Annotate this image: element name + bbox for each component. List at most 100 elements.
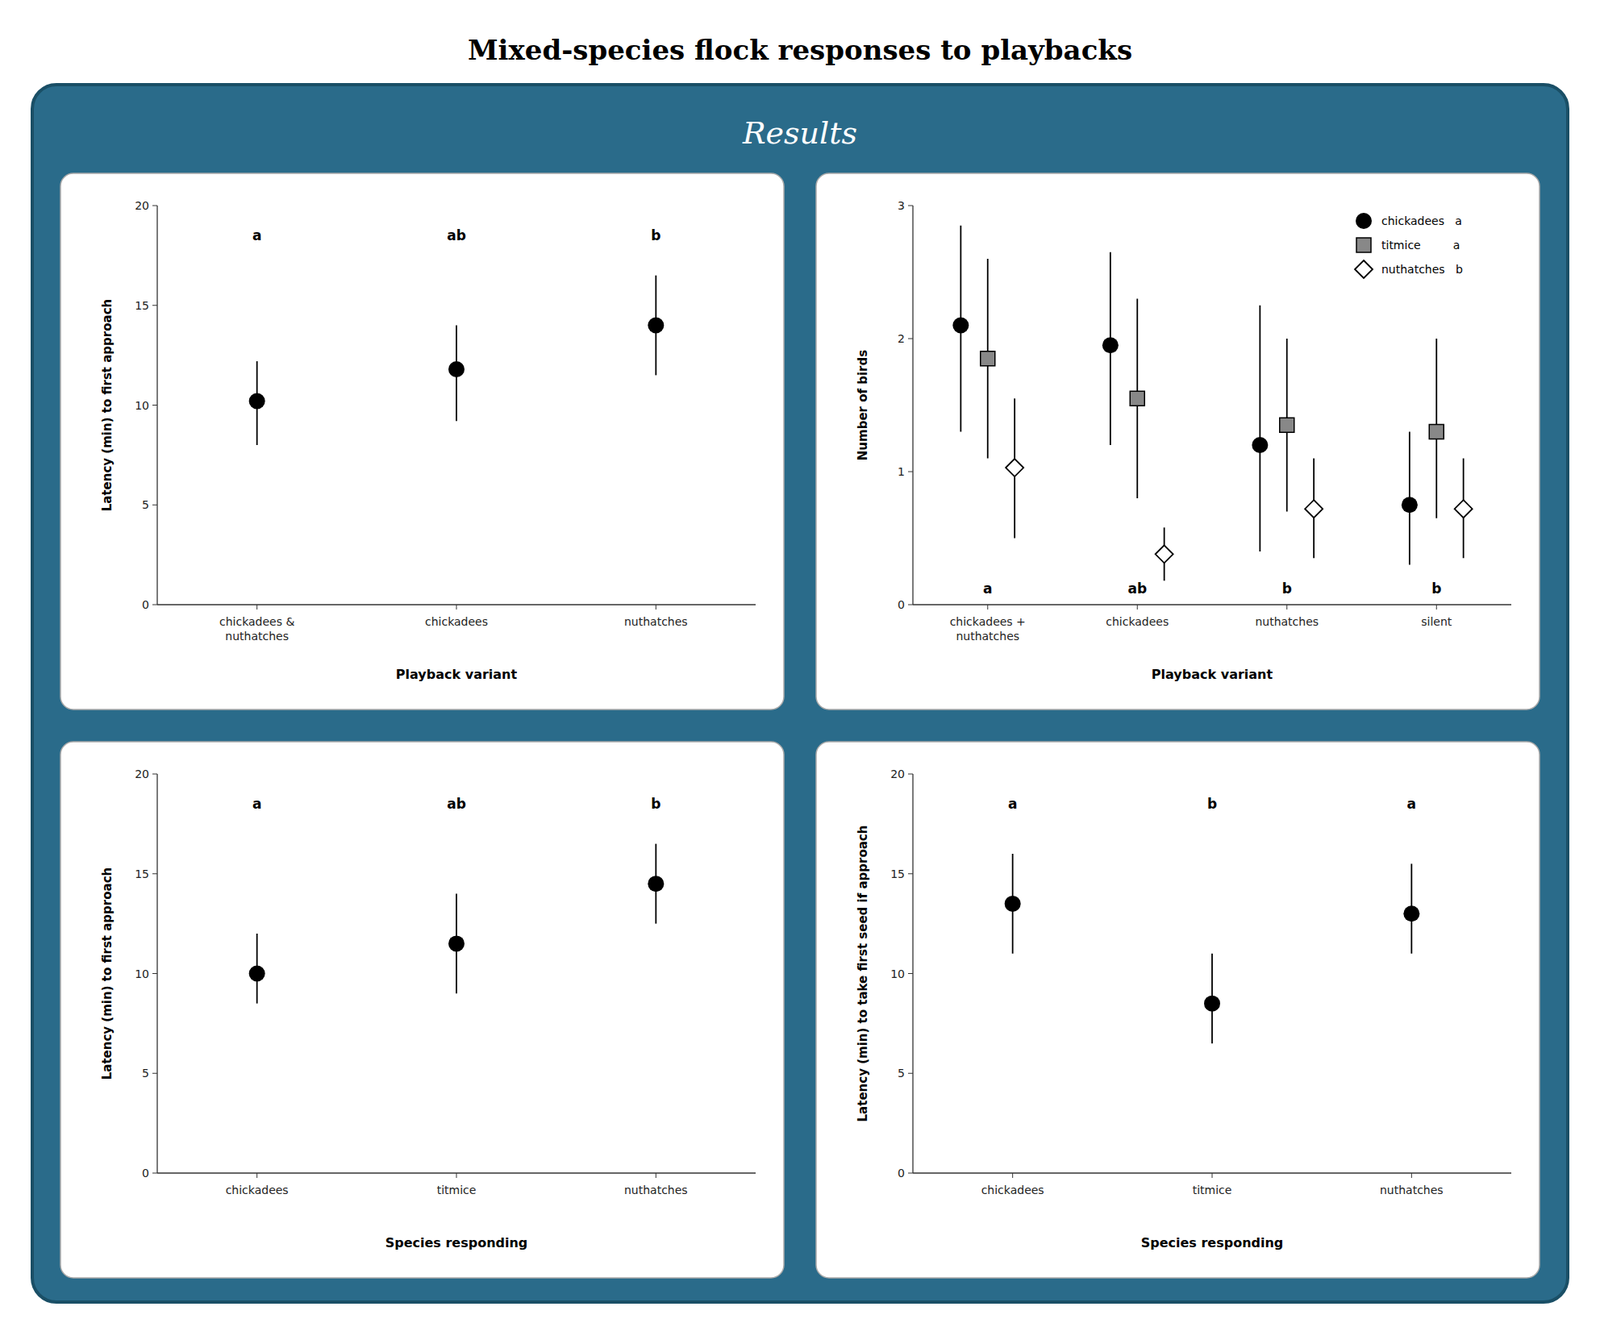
point	[249, 393, 266, 410]
point	[647, 317, 664, 334]
legend-swatch	[1356, 237, 1371, 253]
legend-label: titmice a	[1381, 238, 1460, 252]
y-tick-label: 0	[897, 1166, 905, 1180]
x-tick-label: nuthatches	[1379, 1183, 1444, 1197]
y-tick-label: 2	[897, 332, 905, 346]
y-tick-label: 20	[134, 199, 150, 213]
point	[1429, 425, 1444, 440]
point	[1005, 458, 1024, 477]
point	[647, 875, 664, 892]
y-tick-label: 20	[134, 767, 150, 781]
annotation: ab	[1127, 580, 1147, 597]
point	[249, 966, 266, 983]
x-tick	[1137, 604, 1138, 610]
x-tick-label: titmice	[437, 1183, 477, 1197]
legend-swatch	[1355, 212, 1372, 230]
y-tick	[152, 205, 158, 207]
y-tick	[152, 404, 158, 406]
y-tick-label: 0	[141, 598, 150, 612]
annotation: ab	[446, 227, 467, 244]
panel: 0 5 10 15 20 chickadees titmice nuthatches Speci…	[60, 741, 784, 1279]
point	[448, 935, 465, 952]
x-tick-label: titmice	[1192, 1183, 1233, 1197]
y-tick	[908, 205, 913, 207]
y-tick	[152, 774, 158, 775]
point	[1304, 500, 1323, 518]
series	[1004, 854, 1421, 1044]
y-tick-label: 0	[897, 598, 905, 612]
series	[1005, 398, 1473, 581]
x-tick	[256, 604, 258, 610]
text-line: nuthatches	[624, 1183, 688, 1197]
y-tick	[152, 604, 158, 606]
y-tick-label: 3	[897, 199, 905, 213]
x-tick-label: chickadees	[981, 1183, 1045, 1197]
point	[1129, 391, 1145, 406]
point	[1251, 437, 1268, 454]
y-axis-label: Latency (min) to first approach	[100, 867, 115, 1081]
text-line: nuthatches	[624, 615, 688, 629]
y-tick	[152, 873, 158, 875]
title: Mixed-species flock responses to playbac…	[467, 33, 1133, 67]
y-tick	[908, 1173, 913, 1175]
legend: chickadees atitmice anuthatches b	[1354, 212, 1463, 279]
y-tick	[152, 504, 158, 506]
y-tick-label: 15	[134, 867, 150, 881]
y-tick	[152, 1173, 158, 1175]
x-tick	[1411, 1173, 1413, 1179]
y-tick-label: 5	[141, 1066, 150, 1080]
annotation: b	[1207, 795, 1217, 813]
x-tick-label: chickadees	[225, 1183, 289, 1197]
y-tick	[152, 304, 158, 306]
text-line: chickadees +	[950, 615, 1026, 629]
x-tick	[1012, 1173, 1013, 1179]
x-tick	[987, 604, 988, 610]
series	[952, 225, 1418, 566]
plot-area	[249, 275, 665, 446]
text-line: titmice	[1192, 1183, 1233, 1197]
x-tick	[1286, 604, 1288, 610]
text-line: nuthatches	[1254, 615, 1319, 629]
y-tick-label: 15	[134, 299, 150, 313]
point	[1155, 545, 1174, 563]
point	[1004, 895, 1021, 913]
y-tick-label: 0	[141, 1166, 150, 1180]
annotation: b	[1282, 580, 1292, 597]
x-axis-label: Species responding	[385, 1235, 529, 1251]
point	[980, 351, 996, 367]
x-tick	[655, 604, 657, 610]
legend-swatch	[1354, 260, 1373, 279]
text-line: titmice	[437, 1183, 477, 1197]
series	[980, 258, 1445, 519]
x-tick-label: chickadees +nuthatches	[950, 615, 1026, 643]
y-tick-label: 20	[890, 767, 905, 781]
x-tick-label: nuthatches	[624, 615, 688, 629]
point	[1401, 496, 1418, 513]
error-bar	[1258, 305, 1261, 552]
text-line: chickadees	[425, 615, 488, 629]
x-axis-label: Playback variant	[1151, 666, 1274, 683]
y-axis-label: Latency (min) to take first seed if appr…	[855, 825, 871, 1123]
x-tick	[655, 1173, 657, 1179]
x-tick	[256, 1173, 258, 1179]
panel: 0123chickadees +nuthatcheschickadeesnuth…	[816, 173, 1540, 710]
y-tick-label: 10	[134, 967, 150, 981]
plot-area	[952, 225, 1472, 582]
text-line: nuthatches	[225, 629, 289, 643]
annotation: a	[252, 227, 262, 244]
text-line: chickadees	[1105, 615, 1169, 629]
panel: 05101520chickadeestitmicenuthatchesSpeci…	[816, 741, 1540, 1279]
y-tick	[908, 471, 913, 473]
y-tick	[908, 774, 913, 775]
panel-background	[60, 741, 784, 1279]
subtitle: Results	[741, 115, 858, 151]
text-line: nuthatches	[1379, 1183, 1444, 1197]
annotation: a	[252, 795, 262, 813]
annotation: b	[650, 227, 661, 244]
point	[1403, 905, 1420, 922]
series	[249, 844, 665, 1005]
panel: 05101520chickadees &nuthatcheschickadees…	[60, 173, 784, 710]
x-tick	[456, 1173, 458, 1179]
annotation: a	[1008, 795, 1017, 813]
x-tick	[1436, 604, 1438, 610]
